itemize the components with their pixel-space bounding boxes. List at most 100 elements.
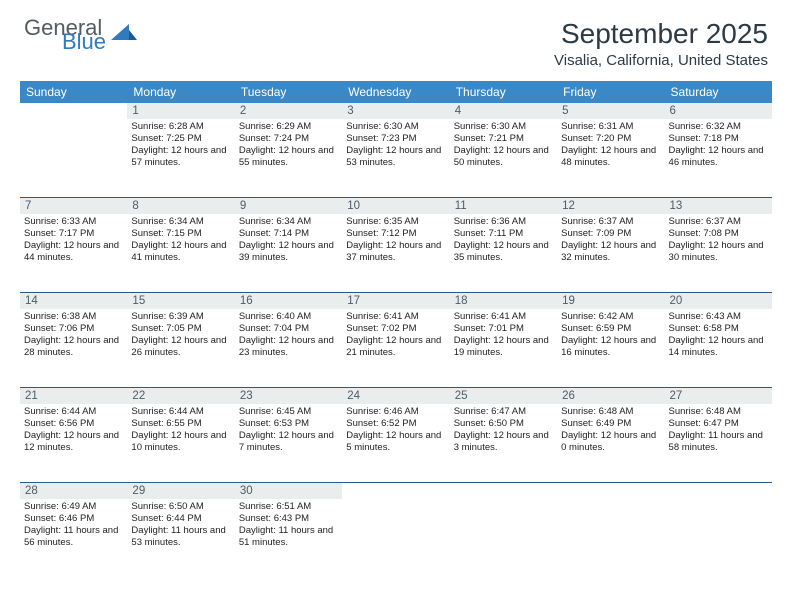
- day-number: 25: [450, 388, 557, 404]
- sunrise-line: Sunrise: 6:36 AM: [454, 216, 553, 228]
- day-cell: Sunrise: 6:29 AMSunset: 7:24 PMDaylight:…: [235, 119, 342, 197]
- sunset-line: Sunset: 7:21 PM: [454, 133, 553, 145]
- day-cell: Sunrise: 6:41 AMSunset: 7:02 PMDaylight:…: [342, 309, 449, 387]
- daylight-line: Daylight: 12 hours and 37 minutes.: [346, 240, 445, 264]
- day-cell: Sunrise: 6:37 AMSunset: 7:09 PMDaylight:…: [557, 214, 664, 292]
- day-number-row: 123456: [20, 103, 772, 119]
- sunrise-line: Sunrise: 6:42 AM: [561, 311, 660, 323]
- calendar: Sunday Monday Tuesday Wednesday Thursday…: [20, 81, 772, 577]
- sunrise-line: Sunrise: 6:37 AM: [561, 216, 660, 228]
- sunrise-line: Sunrise: 6:29 AM: [239, 121, 338, 133]
- day-number: 21: [20, 388, 127, 404]
- daylight-line: Daylight: 12 hours and 14 minutes.: [669, 335, 768, 359]
- day-cell: Sunrise: 6:36 AMSunset: 7:11 PMDaylight:…: [450, 214, 557, 292]
- daylight-line: Daylight: 12 hours and 53 minutes.: [346, 145, 445, 169]
- day-cell: Sunrise: 6:39 AMSunset: 7:05 PMDaylight:…: [127, 309, 234, 387]
- daylight-line: Daylight: 12 hours and 46 minutes.: [669, 145, 768, 169]
- sunrise-line: Sunrise: 6:30 AM: [454, 121, 553, 133]
- logo: General Blue: [24, 18, 137, 52]
- day-header: Saturday: [665, 81, 772, 103]
- daylight-line: Daylight: 12 hours and 30 minutes.: [669, 240, 768, 264]
- sunrise-line: Sunrise: 6:31 AM: [561, 121, 660, 133]
- sunrise-line: Sunrise: 6:34 AM: [131, 216, 230, 228]
- day-header: Friday: [557, 81, 664, 103]
- day-number: 12: [557, 198, 664, 214]
- daylight-line: Daylight: 12 hours and 35 minutes.: [454, 240, 553, 264]
- sunset-line: Sunset: 6:56 PM: [24, 418, 123, 430]
- day-header: Tuesday: [235, 81, 342, 103]
- day-cell: Sunrise: 6:45 AMSunset: 6:53 PMDaylight:…: [235, 404, 342, 482]
- sunset-line: Sunset: 6:50 PM: [454, 418, 553, 430]
- day-cell: Sunrise: 6:30 AMSunset: 7:23 PMDaylight:…: [342, 119, 449, 197]
- daylight-line: Daylight: 12 hours and 57 minutes.: [131, 145, 230, 169]
- sunset-line: Sunset: 7:18 PM: [669, 133, 768, 145]
- day-cell: [450, 499, 557, 577]
- day-cell: Sunrise: 6:28 AMSunset: 7:25 PMDaylight:…: [127, 119, 234, 197]
- day-header: Sunday: [20, 81, 127, 103]
- sunset-line: Sunset: 6:58 PM: [669, 323, 768, 335]
- sunrise-line: Sunrise: 6:49 AM: [24, 501, 123, 513]
- day-cell: Sunrise: 6:32 AMSunset: 7:18 PMDaylight:…: [665, 119, 772, 197]
- sunrise-line: Sunrise: 6:48 AM: [669, 406, 768, 418]
- day-number: 15: [127, 293, 234, 309]
- day-cell: Sunrise: 6:49 AMSunset: 6:46 PMDaylight:…: [20, 499, 127, 577]
- day-cell: Sunrise: 6:41 AMSunset: 7:01 PMDaylight:…: [450, 309, 557, 387]
- sunrise-line: Sunrise: 6:37 AM: [669, 216, 768, 228]
- day-number: 9: [235, 198, 342, 214]
- sunrise-line: Sunrise: 6:44 AM: [131, 406, 230, 418]
- day-cell: Sunrise: 6:47 AMSunset: 6:50 PMDaylight:…: [450, 404, 557, 482]
- day-number: 7: [20, 198, 127, 214]
- sunrise-line: Sunrise: 6:38 AM: [24, 311, 123, 323]
- sunset-line: Sunset: 7:06 PM: [24, 323, 123, 335]
- sunrise-line: Sunrise: 6:41 AM: [346, 311, 445, 323]
- daylight-line: Daylight: 11 hours and 51 minutes.: [239, 525, 338, 549]
- sunset-line: Sunset: 6:59 PM: [561, 323, 660, 335]
- sunset-line: Sunset: 6:44 PM: [131, 513, 230, 525]
- day-cell: Sunrise: 6:33 AMSunset: 7:17 PMDaylight:…: [20, 214, 127, 292]
- daylight-line: Daylight: 11 hours and 58 minutes.: [669, 430, 768, 454]
- sunset-line: Sunset: 7:01 PM: [454, 323, 553, 335]
- logo-text: General Blue: [24, 18, 106, 52]
- sunrise-line: Sunrise: 6:35 AM: [346, 216, 445, 228]
- sunset-line: Sunset: 7:17 PM: [24, 228, 123, 240]
- sunrise-line: Sunrise: 6:47 AM: [454, 406, 553, 418]
- week-row: Sunrise: 6:38 AMSunset: 7:06 PM Daylight:…: [20, 309, 772, 388]
- day-number: 11: [450, 198, 557, 214]
- day-number: 23: [235, 388, 342, 404]
- weeks-container: 123456Sunrise: 6:28 AMSunset: 7:25 PMDay…: [20, 103, 772, 577]
- sunrise-line: Sunrise: 6:34 AM: [239, 216, 338, 228]
- day-number: 16: [235, 293, 342, 309]
- day-number: 28: [20, 483, 127, 499]
- daylight-line: Daylight: 12 hours and 3 minutes.: [454, 430, 553, 454]
- day-header: Monday: [127, 81, 234, 103]
- sunrise-line: Sunrise: 6:50 AM: [131, 501, 230, 513]
- sunrise-line: Sunrise: 6:33 AM: [24, 216, 123, 228]
- day-number: [665, 483, 772, 499]
- day-cell: Sunrise: 6:46 AMSunset: 6:52 PMDaylight:…: [342, 404, 449, 482]
- logo-triangle-icon: [111, 22, 137, 47]
- day-cell: [342, 499, 449, 577]
- sunset-line: Sunset: 7:12 PM: [346, 228, 445, 240]
- daylight-line: Daylight: 11 hours and 56 minutes.: [24, 525, 123, 549]
- day-cell: Sunrise: 6:51 AMSunset: 6:43 PMDaylight:…: [235, 499, 342, 577]
- daylight-line: Daylight: 12 hours and 10 minutes.: [131, 430, 230, 454]
- sunrise-line: Sunrise: 6:45 AM: [239, 406, 338, 418]
- sunset-line: Sunset: 7:05 PM: [131, 323, 230, 335]
- day-number: 6: [665, 103, 772, 119]
- day-number: [450, 483, 557, 499]
- day-cell: [557, 499, 664, 577]
- day-cell: Sunrise: 6:50 AMSunset: 6:44 PMDaylight:…: [127, 499, 234, 577]
- day-cell: [20, 119, 127, 197]
- week-row: Sunrise: 6:44 AM Sunset: 6:56 PM Daylight:…: [20, 404, 772, 483]
- logo-word-2: Blue: [62, 32, 106, 52]
- sunset-line: Sunset: 7:08 PM: [669, 228, 768, 240]
- sunset-line: Sunset: 6:46 PM: [24, 513, 123, 525]
- day-number: 26: [557, 388, 664, 404]
- day-number: 4: [450, 103, 557, 119]
- location: Visalia, California, United States: [554, 52, 768, 69]
- day-number: 18: [450, 293, 557, 309]
- month-title: September 2025: [554, 18, 768, 50]
- daylight-line: Daylight: 12 hours and 26 minutes.: [131, 335, 230, 359]
- day-cell: Sunrise: 6:42 AMSunset: 6:59 PMDaylight:…: [557, 309, 664, 387]
- day-number: 14: [20, 293, 127, 309]
